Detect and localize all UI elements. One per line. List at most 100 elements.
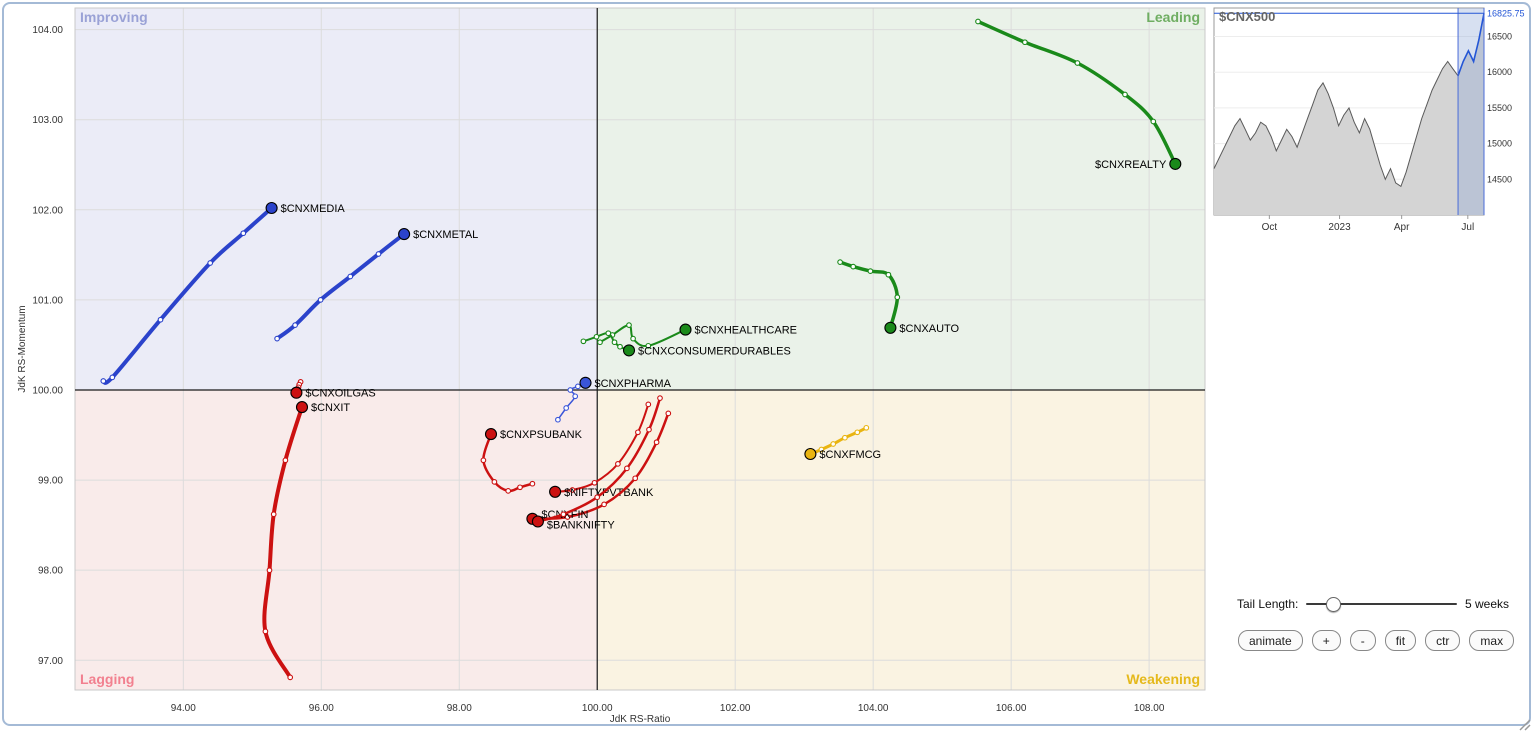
series-cnxauto[interactable]: $CNXAUTO (837, 259, 960, 335)
x-tick-label: 106.00 (996, 703, 1027, 714)
series-cnxrealty[interactable]: $CNXREALTY (975, 18, 1182, 171)
tail-length-slider[interactable] (1306, 596, 1457, 612)
resize-grip[interactable] (1517, 717, 1531, 731)
zoom-out-button[interactable]: - (1349, 630, 1376, 651)
tail-point (593, 333, 600, 340)
inset-y-tick-label: 15500 (1487, 103, 1512, 113)
inset-x-tick-label: Apr (1394, 222, 1410, 233)
x-tick-label: 96.00 (309, 703, 334, 714)
slider-track[interactable] (1306, 602, 1457, 605)
tail-point (480, 457, 487, 464)
inset-y-tick-label: 15000 (1487, 139, 1512, 149)
tail-point (282, 457, 289, 464)
series-banknifty[interactable]: $BANKNIFTY (531, 395, 663, 532)
series-label: $CNXHEALTHCARE (695, 325, 798, 337)
series-label: $NIFTYPVTBANK (564, 487, 654, 499)
inset-line (1213, 13, 1485, 188)
series-cnxconsumerdurables[interactable]: $CNXCONSUMERDURABLES (580, 330, 791, 357)
tail-point (270, 511, 277, 518)
tail-length-label: Tail Length: (1237, 596, 1299, 611)
series-cnxpharma[interactable]: $CNXPHARMA (555, 376, 672, 423)
inset-y-tick-label: 16500 (1487, 32, 1512, 42)
inset-x-tick-label: Oct (1262, 222, 1278, 233)
inset-x-tick-label: 2023 (1328, 222, 1351, 233)
tail-point (157, 316, 164, 323)
quadrant-top-left (75, 8, 598, 390)
series-label: $CNXPHARMA (595, 378, 672, 390)
tail-point (1122, 91, 1128, 98)
maximize-button[interactable]: max (1469, 630, 1515, 651)
tail-point (830, 441, 837, 447)
series-label: $CNXREALTY (1095, 159, 1167, 171)
series-cnxmetal[interactable]: $CNXMETAL (274, 228, 479, 342)
series-label: $CNXAUTO (899, 323, 959, 335)
tail-point (850, 263, 857, 270)
series-head[interactable] (679, 323, 692, 336)
series-tail (262, 405, 304, 680)
inset-highlight-band (1458, 8, 1484, 215)
animate-button[interactable]: animate (1238, 630, 1303, 651)
series-cnxpsubank[interactable]: $CNXPSUBANK (480, 428, 583, 494)
x-tick-label: 104.00 (858, 703, 889, 714)
fit-button[interactable]: fit (1384, 630, 1417, 651)
series-cnxit[interactable]: $CNXIT (262, 401, 350, 681)
x-tick-label: 108.00 (1134, 703, 1165, 714)
series-head[interactable] (549, 485, 562, 498)
tail-point (657, 395, 663, 401)
tail-point (624, 465, 630, 472)
series-label: $CNXOILGAS (305, 388, 375, 400)
tail-point (665, 410, 672, 417)
inset-title: $CNX500 (1219, 9, 1275, 24)
y-tick-label: 98.00 (38, 566, 63, 577)
tail-point (1074, 60, 1081, 66)
series-cnxfmcg[interactable]: $CNXFMCG (804, 424, 881, 462)
series-head[interactable] (290, 386, 303, 399)
series-head[interactable] (295, 401, 309, 414)
tail-point (975, 18, 981, 25)
series-niftypvtbank[interactable]: $NIFTYPVTBANK (549, 401, 654, 499)
series-head[interactable] (531, 515, 544, 528)
center-button[interactable]: ctr (1425, 630, 1461, 651)
tail-point (567, 387, 574, 393)
tail-point (885, 271, 892, 278)
series-label: $CNXFMCG (819, 449, 881, 461)
zoom-in-button[interactable]: + (1311, 630, 1341, 651)
series-head[interactable] (884, 321, 897, 334)
tail-point (597, 339, 603, 346)
y-tick-label: 97.00 (38, 656, 63, 667)
series-label: $CNXMETAL (413, 229, 478, 241)
tail-point (842, 434, 848, 441)
series-head[interactable] (265, 201, 278, 215)
tail-point (240, 230, 247, 237)
quadrant-bottom-right (597, 389, 1205, 690)
inset-y-tick-label: 14500 (1487, 174, 1512, 184)
series-cnxoilgas[interactable]: $CNXOILGAS (290, 379, 376, 400)
series-head[interactable] (484, 428, 498, 441)
slider-thumb[interactable] (1326, 597, 1342, 612)
tail-point (645, 342, 652, 349)
tail-point (560, 511, 567, 518)
tail-point (207, 260, 214, 266)
tail-point (274, 335, 280, 342)
quadrant-label-improving: Improving (80, 9, 148, 25)
series-cnxmedia[interactable]: $CNXMEDIA (100, 201, 345, 385)
series-head[interactable] (1169, 157, 1182, 170)
series-head[interactable] (579, 376, 592, 389)
series-head[interactable] (398, 228, 411, 241)
plot-border (74, 7, 1206, 691)
y-tick-label: 103.00 (32, 115, 63, 126)
inset-last-price-label: 16825.75 (1487, 8, 1525, 18)
inset-y-tick-label: 16000 (1487, 67, 1512, 77)
tail-point (1022, 39, 1028, 46)
tail-point (632, 475, 639, 482)
series-head[interactable] (804, 447, 817, 461)
y-tick-label: 102.00 (32, 205, 63, 216)
tail-point (347, 273, 354, 280)
tail-point (854, 429, 861, 436)
series-head[interactable] (622, 344, 636, 357)
tail-point (611, 339, 618, 346)
tail-point (100, 378, 107, 384)
tail-point (529, 480, 536, 487)
